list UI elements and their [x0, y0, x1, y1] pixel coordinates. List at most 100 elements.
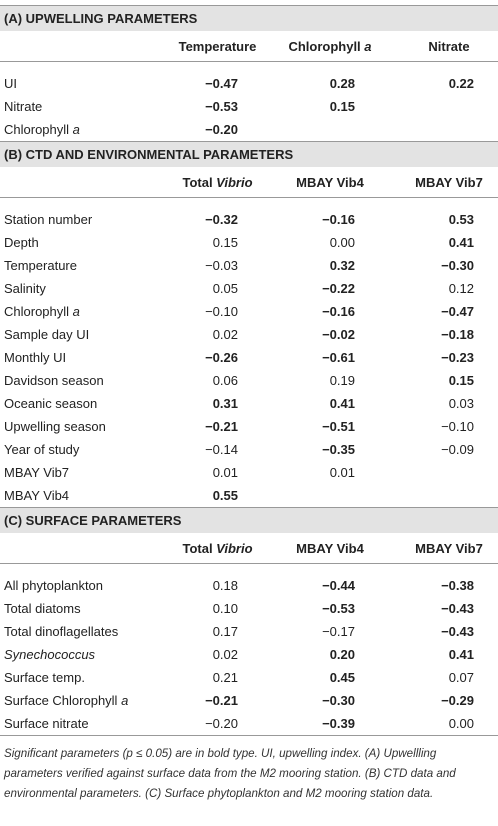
data-row: Station number −0.32 −0.16 0.53: [0, 208, 498, 231]
cell-value: −0.43: [441, 624, 474, 639]
row-label: Chlorophyll a: [0, 300, 175, 323]
data-row: All phytoplankton 0.18 −0.44 −0.38: [0, 574, 498, 597]
cell: −0.26: [175, 346, 260, 369]
data-row: MBAY Vib7 0.01 0.01: [0, 461, 498, 484]
cell: 0.01: [175, 461, 260, 484]
cell-value: 0.01: [329, 465, 355, 480]
text: MBAY Vib7: [4, 465, 70, 480]
cell: 0.21: [175, 666, 260, 689]
cell-value: −0.29: [441, 693, 474, 708]
section-title: (B) CTD AND ENVIRONMENTAL PARAMETERS: [0, 141, 498, 167]
cell-value: −0.44: [322, 578, 355, 593]
cell: −0.35: [260, 438, 400, 461]
cell: [400, 118, 498, 142]
cell: 0.10: [175, 597, 260, 620]
header-row: Temperature Chlorophyll a Nitrate: [0, 31, 498, 62]
cell-value: −0.47: [441, 304, 474, 319]
cell: 0.41: [260, 392, 400, 415]
cell-value: 0.00: [448, 716, 474, 731]
data-row: MBAY Vib4 0.55: [0, 484, 498, 508]
text: Surface temp.: [4, 670, 85, 685]
cell: −0.39: [260, 712, 400, 736]
cell-value: −0.43: [441, 601, 474, 616]
cell-value: −0.22: [322, 281, 355, 296]
data-row: Nitrate −0.53 0.15: [0, 95, 498, 118]
column-header: Temperature: [175, 31, 260, 62]
cell-value: 0.12: [448, 281, 474, 296]
data-row: Temperature −0.03 0.32 −0.30: [0, 254, 498, 277]
spacer: [0, 198, 498, 209]
cell: 0.15: [400, 369, 498, 392]
header-row: Total Vibrio MBAY Vib4 MBAY Vib7: [0, 167, 498, 198]
cell-value: −0.20: [205, 716, 238, 731]
row-label: Oceanic season: [0, 392, 175, 415]
row-label: Salinity: [0, 277, 175, 300]
text: MBAY Vib7: [415, 540, 483, 556]
cell-value: −0.47: [205, 76, 238, 91]
cell-value: −0.38: [441, 578, 474, 593]
data-row: UI −0.47 0.28 0.22: [0, 72, 498, 95]
section-title-row: (A) UPWELLING PARAMETERS: [0, 5, 498, 31]
cell-value: 0.32: [329, 258, 355, 273]
text: Year of study: [4, 442, 80, 457]
cell-value: 0.01: [212, 465, 238, 480]
cell-value: 0.41: [448, 647, 474, 662]
cell-value: 0.55: [212, 488, 238, 503]
cell: [400, 461, 498, 484]
text: Oceanic season: [4, 396, 98, 411]
cell: 0.28: [260, 72, 400, 95]
cell-value: −0.14: [205, 442, 238, 457]
cell: −0.47: [400, 300, 498, 323]
data-row: Upwelling season −0.21 −0.51 −0.10: [0, 415, 498, 438]
column-header: MBAY Vib7: [400, 167, 498, 198]
data-row: Surface Chlorophyll a −0.21 −0.30 −0.29: [0, 689, 498, 712]
header-blank: [0, 31, 175, 62]
cell-value: −0.35: [322, 442, 355, 457]
cell-value: −0.30: [322, 693, 355, 708]
text: All phytoplankton: [4, 578, 104, 593]
cell-value: −0.20: [205, 122, 238, 137]
cell: −0.21: [175, 415, 260, 438]
cell: 0.06: [175, 369, 260, 392]
cell: −0.02: [260, 323, 400, 346]
cell: 0.19: [260, 369, 400, 392]
column-header: MBAY Vib4: [260, 167, 400, 198]
cell-value: 0.31: [212, 396, 238, 411]
cell-value: −0.10: [441, 419, 474, 434]
data-row: Surface nitrate −0.20 −0.39 0.00: [0, 712, 498, 736]
cell: 0.01: [260, 461, 400, 484]
cell-value: 0.53: [448, 212, 474, 227]
cell-value: −0.30: [441, 258, 474, 273]
column-header: MBAY Vib7: [400, 533, 498, 564]
row-label: Chlorophyll a: [0, 118, 175, 142]
cell-value: −0.53: [322, 601, 355, 616]
cell-value: 0.00: [329, 235, 355, 250]
row-label: Station number: [0, 208, 175, 231]
section-title: (A) UPWELLING PARAMETERS: [0, 5, 498, 31]
cell: 0.05: [175, 277, 260, 300]
cell-value: 0.03: [448, 396, 474, 411]
cell: −0.43: [400, 620, 498, 643]
text: Sample day UI: [4, 327, 90, 342]
cell-value: 0.15: [448, 373, 474, 388]
text: Surface nitrate: [4, 716, 89, 731]
row-label: Surface temp.: [0, 666, 175, 689]
cell: −0.23: [400, 346, 498, 369]
cell-value: 0.41: [448, 235, 474, 250]
column-header: Chlorophyll a: [260, 31, 400, 62]
text: MBAY Vib4: [296, 174, 364, 190]
cell: [400, 484, 498, 508]
text: Nitrate: [4, 99, 43, 114]
row-label: UI: [0, 72, 175, 95]
section-title-row: (B) CTD AND ENVIRONMENTAL PARAMETERS: [0, 141, 498, 167]
cell-value: 0.02: [212, 327, 238, 342]
data-row: Oceanic season 0.31 0.41 0.03: [0, 392, 498, 415]
cell: −0.17: [260, 620, 400, 643]
cell-value: −0.09: [441, 442, 474, 457]
cell-value: 0.06: [212, 373, 238, 388]
cell: −0.20: [175, 712, 260, 736]
cell-value: −0.16: [322, 212, 355, 227]
cell-value: 0.20: [329, 647, 355, 662]
cell-value: 0.28: [329, 76, 355, 91]
section-title: (C) SURFACE PARAMETERS: [0, 507, 498, 533]
